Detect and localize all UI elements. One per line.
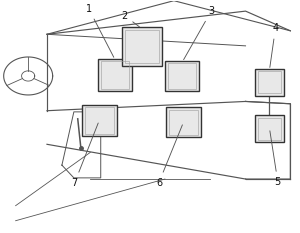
FancyBboxPatch shape xyxy=(82,105,117,136)
Text: 3: 3 xyxy=(184,6,214,60)
FancyBboxPatch shape xyxy=(254,69,284,96)
Text: 7: 7 xyxy=(72,123,98,188)
FancyBboxPatch shape xyxy=(98,58,132,91)
FancyBboxPatch shape xyxy=(165,61,199,91)
Text: 5: 5 xyxy=(270,131,281,187)
Text: 2: 2 xyxy=(122,11,140,27)
Text: 4: 4 xyxy=(270,24,278,67)
Text: 1: 1 xyxy=(86,4,114,57)
Text: 6: 6 xyxy=(156,125,182,188)
FancyBboxPatch shape xyxy=(254,115,284,142)
FancyBboxPatch shape xyxy=(122,27,162,65)
FancyBboxPatch shape xyxy=(167,107,201,137)
